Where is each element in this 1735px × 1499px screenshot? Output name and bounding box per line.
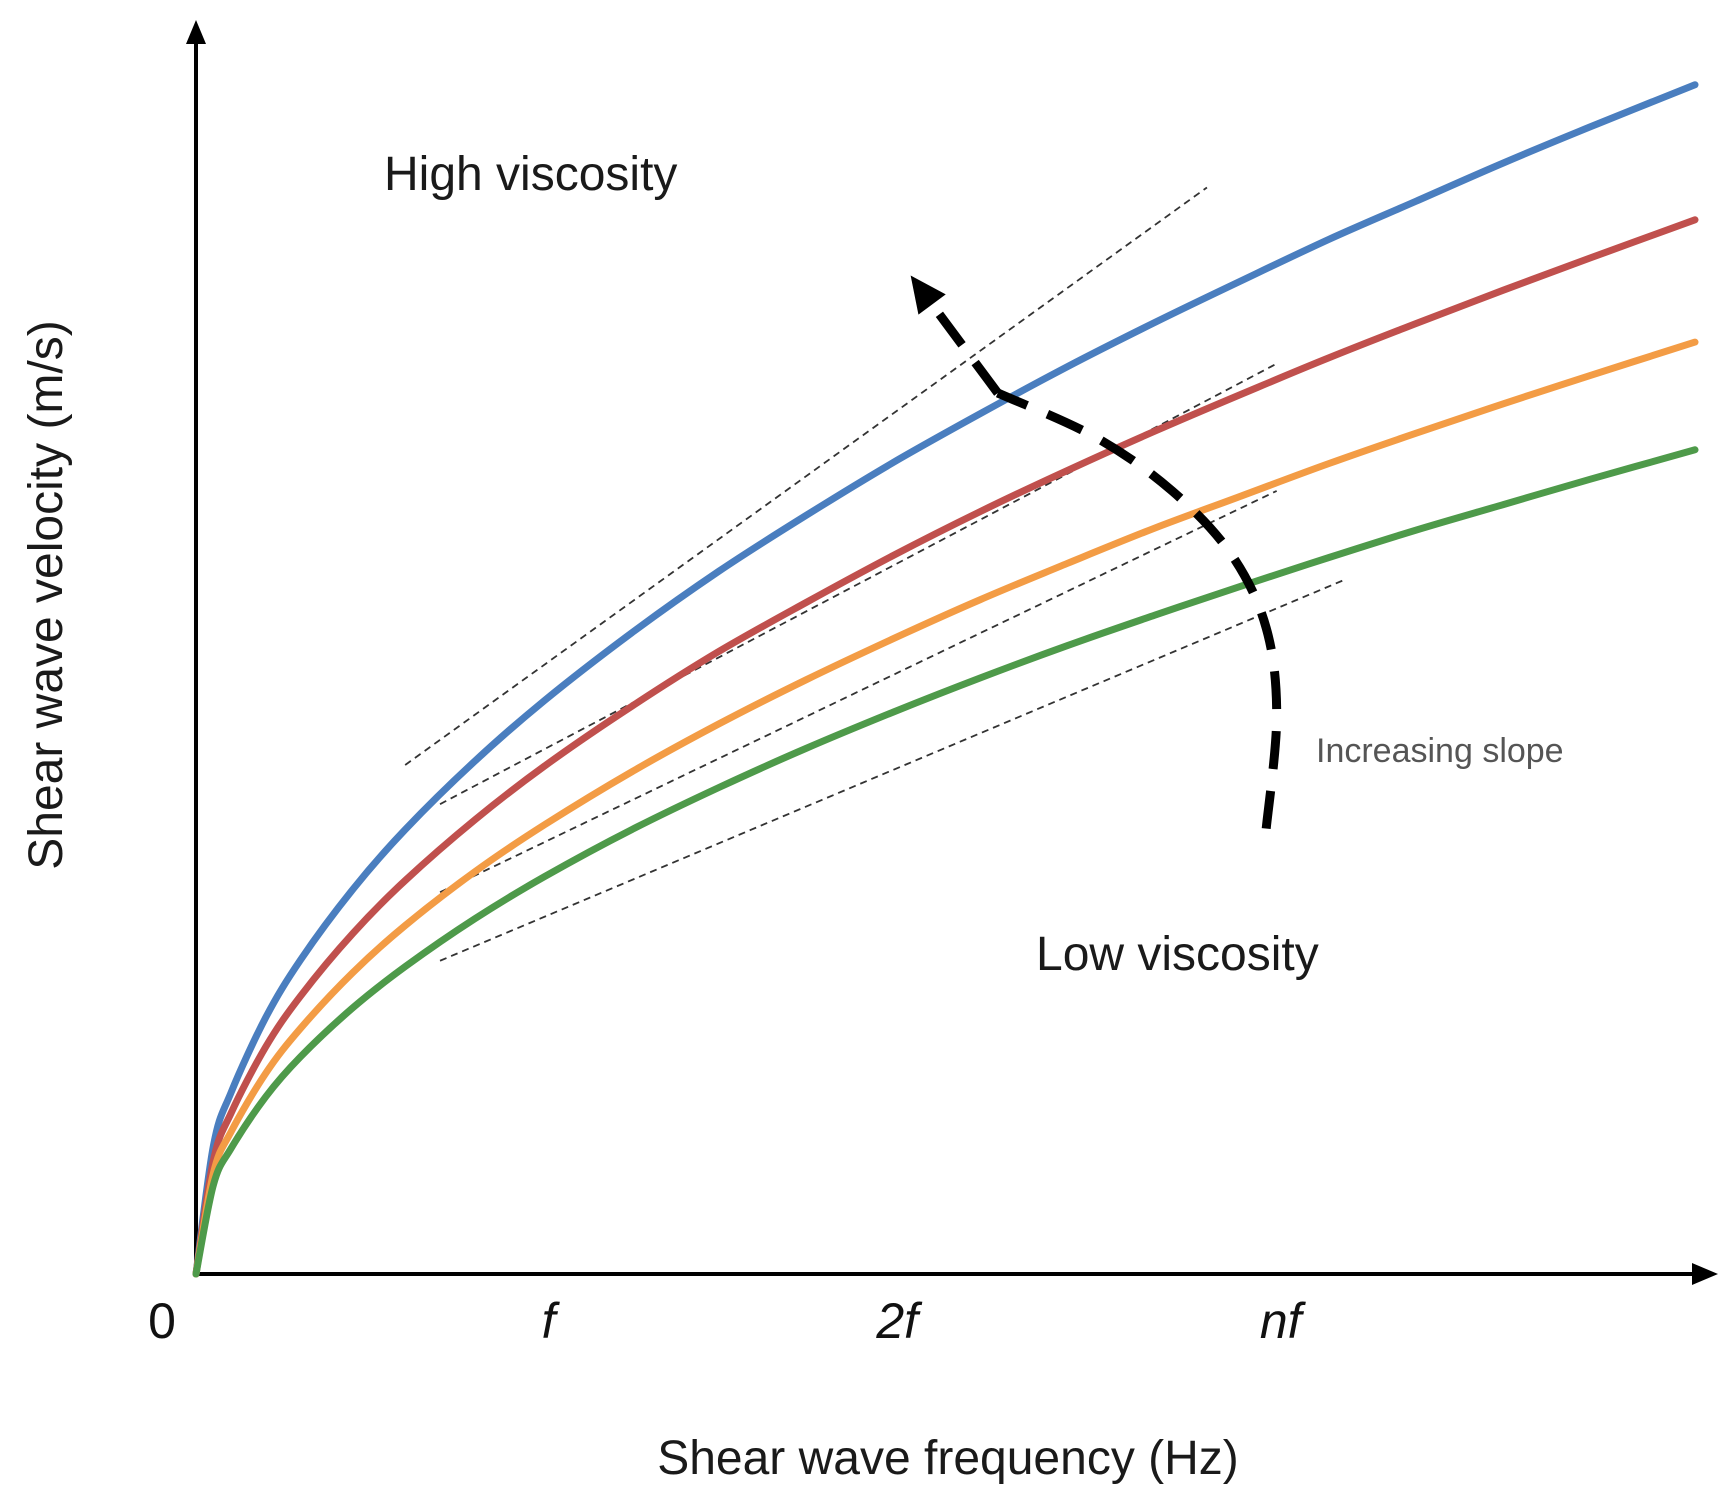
increasing-slope-arrow bbox=[995, 388, 1282, 830]
tangent-line-blue bbox=[404, 186, 1208, 766]
tangent-line-green bbox=[439, 578, 1347, 962]
y-axis-arrowhead bbox=[186, 20, 206, 44]
increasing-slope-arrowhead bbox=[910, 275, 946, 315]
tangent-line-orange bbox=[439, 490, 1278, 894]
x-origin-label: 0 bbox=[148, 1293, 176, 1349]
low-viscosity-label: Low viscosity bbox=[1036, 928, 1319, 981]
increasing-slope-arrow-shaft bbox=[928, 301, 1002, 396]
series-line-green bbox=[192, 446, 1699, 1278]
tangent-line-red bbox=[439, 362, 1278, 805]
series-curves bbox=[192, 81, 1699, 1278]
series-line-blue bbox=[192, 81, 1699, 1278]
series-line-red bbox=[192, 216, 1699, 1278]
series-line-orange bbox=[192, 338, 1699, 1278]
x-axis-title: Shear wave frequency (Hz) bbox=[657, 1432, 1239, 1485]
x-tick-label: f bbox=[542, 1293, 561, 1349]
x-tick-label: nf bbox=[1260, 1293, 1307, 1349]
high-viscosity-label: High viscosity bbox=[384, 148, 677, 201]
tangent-lines bbox=[404, 186, 1347, 962]
increasing-slope-label: Increasing slope bbox=[1316, 732, 1564, 770]
y-axis-title: Shear wave velocity (m/s) bbox=[20, 320, 73, 870]
trend-arrow-group bbox=[910, 275, 1282, 830]
x-axis-arrowhead bbox=[1692, 1263, 1718, 1285]
x-tick-labels: f 2f nf bbox=[542, 1293, 1307, 1349]
x-tick-label: 2f bbox=[875, 1293, 923, 1349]
